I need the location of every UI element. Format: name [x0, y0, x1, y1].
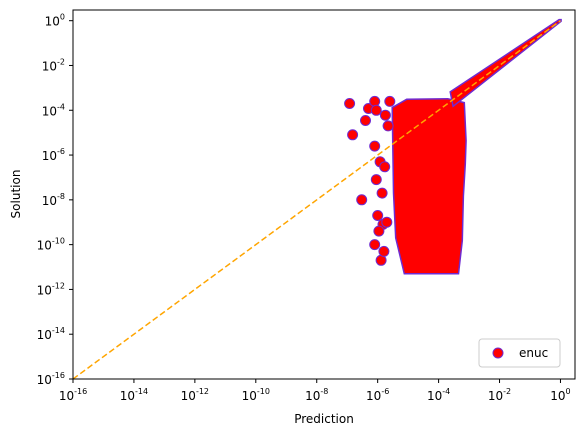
- reference-diagonal-line: [73, 20, 561, 379]
- scatter-points: [344, 95, 396, 266]
- scatter-point: [379, 109, 391, 121]
- scatter-point: [378, 245, 390, 257]
- scatter-point: [370, 104, 382, 116]
- scatter-point: [379, 161, 391, 173]
- scatter-point: [369, 239, 381, 251]
- x-tick-label: 100: [550, 387, 570, 403]
- legend-box: [478, 338, 561, 368]
- scatter-point: [384, 95, 396, 107]
- plot-area: [73, 18, 562, 379]
- x-axis-label: Prediction: [294, 412, 354, 426]
- scatter-point: [376, 187, 388, 199]
- scatter-point: [370, 174, 382, 186]
- scatter-point: [347, 129, 359, 141]
- legend: enuc: [478, 338, 561, 368]
- scatter-point: [382, 120, 394, 132]
- scatter-point: [369, 95, 381, 107]
- plot-frame: [72, 9, 576, 380]
- scatter-point: [369, 140, 381, 152]
- scatter-point: [356, 194, 368, 206]
- scatter-point: [373, 225, 385, 237]
- scatter-point: [381, 216, 393, 228]
- y-axis-label: Solution: [9, 170, 23, 219]
- scatter-point: [372, 210, 384, 221]
- dense-band-region: [391, 97, 467, 275]
- legend-label: enuc: [519, 346, 548, 360]
- scatter-point: [360, 115, 371, 126]
- scatter-point: [344, 98, 356, 109]
- legend-marker: [492, 347, 504, 359]
